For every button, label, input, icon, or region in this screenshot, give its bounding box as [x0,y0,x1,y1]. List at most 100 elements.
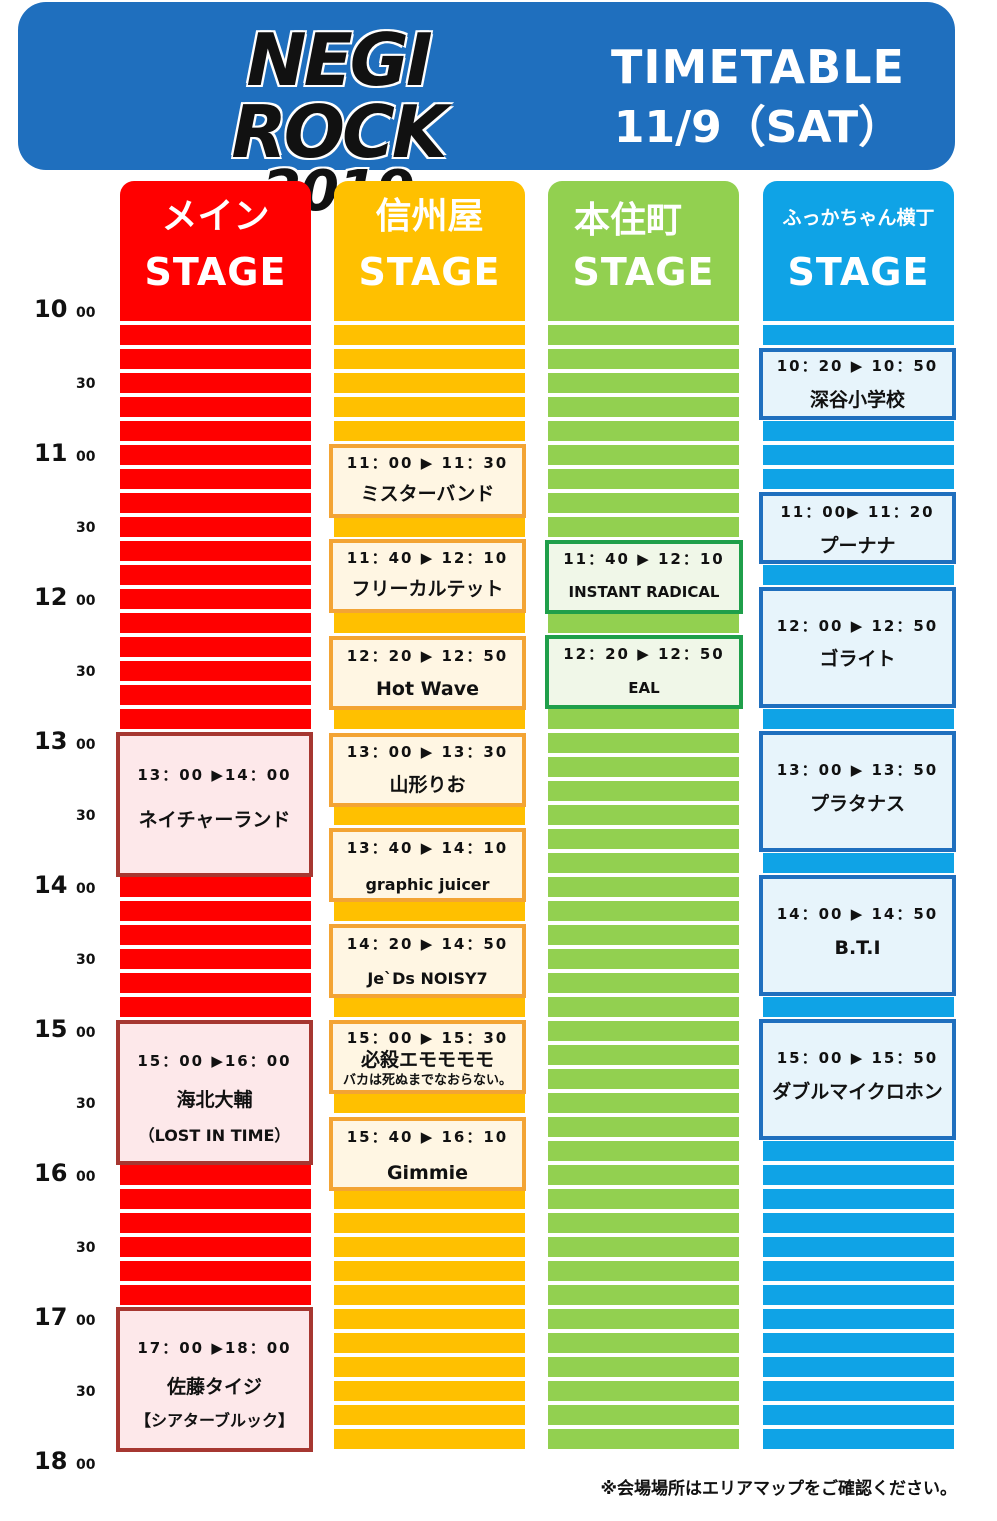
time-label-hour: 15 [34,1015,68,1043]
slot-time: 15：00 ▶ 15：30 [346,1029,509,1047]
performance-slot[interactable]: 13：40 ▶ 14：10 graphic juicer [329,828,526,902]
stage-body-main [120,301,311,1453]
event-date: 11/9（SAT） [613,102,903,153]
time-label-minute: 30 [76,808,96,824]
stage-column-motosumicho: 本住町 STAGE [548,181,739,1453]
slot-time: 10：20 ▶ 10：50 [776,357,939,375]
time-label-hour: 16 [34,1159,68,1187]
slot-artist: EAL [628,679,660,697]
slot-artist: プーナナ [819,535,896,557]
time-label-minute: 00 [76,1457,96,1473]
slot-artist: 必殺エモモモモ [360,1049,494,1071]
performance-slot[interactable]: 17：00 ▶18：00 佐藤タイジ 【シアターブルック】 [116,1307,313,1452]
time-label-minute: 30 [76,1096,96,1112]
stage-header-motosumicho: 本住町 STAGE [548,181,739,301]
slot-time: 13：40 ▶ 14：10 [346,839,509,857]
slot-artist: フリーカルテット [351,578,504,600]
performance-slot[interactable]: 13：00 ▶ 13：50 プラタナス [759,731,956,852]
slot-subtitle: 【シアターブルック】 [134,1411,295,1430]
time-label-hour: 12 [34,583,68,611]
performance-slot[interactable]: 11：40 ▶ 12：10 フリーカルテット [329,539,526,613]
time-label-minute: 00 [76,737,96,753]
stage-name: メイン [161,196,270,237]
time-label-hour: 11 [34,439,68,467]
performance-slot[interactable]: 12：20 ▶ 12：50 Hot Wave [329,636,526,710]
time-label-minute: 30 [76,376,96,392]
time-label-minute: 30 [76,664,96,680]
slot-subtitle: バカは死ぬまでなおらない。 [342,1073,512,1088]
slot-artist: 佐藤タイジ [166,1376,262,1398]
slot-time: 12：00 ▶ 12：50 [776,617,939,635]
slot-artist: プラタナス [809,793,905,815]
slot-subtitle: （LOST IN TIME） [138,1126,291,1145]
time-label-minute: 00 [76,1025,96,1041]
slot-artist: ダブルマイクロホン [772,1081,943,1103]
stage-label: STAGE [358,250,501,294]
performance-slot[interactable]: 13：00 ▶14：00 ネイチャーランド [116,732,313,877]
performance-slot[interactable]: 11：40 ▶ 12：10 INSTANT RADICAL [545,540,743,614]
slot-artist: ネイチャーランド [138,809,291,831]
logo-line-1: NEGI ROCK [231,18,447,174]
slot-artist: INSTANT RADICAL [568,583,720,601]
time-label-minute: 00 [76,881,96,897]
slot-artist: Gimmie [386,1162,469,1184]
stage-column-shinshuya: 信州屋 STAGE [334,181,525,1453]
footnote: ※会場場所はエリアマップをご確認ください。 [600,1479,957,1499]
slot-artist: graphic juicer [365,875,490,894]
time-label-minute: 00 [76,1169,96,1185]
performance-slot[interactable]: 12：00 ▶ 12：50 ゴライト [759,587,956,708]
stage-header-fukkachan: ふっかちゃん横丁 STAGE [763,181,954,301]
slot-time: 15：00 ▶ 15：50 [776,1049,939,1067]
stage-header-shinshuya: 信州屋 STAGE [334,181,525,301]
time-label-hour: 14 [34,871,68,899]
performance-slot[interactable]: 15：00 ▶ 15：30 必殺エモモモモ バカは死ぬまでなおらない。 [329,1020,526,1094]
performance-slot[interactable]: 14：20 ▶ 14：50 Je`Ds NOISY7 [329,924,526,998]
stage-header-main: メイン STAGE [120,181,311,301]
performance-slot[interactable]: 11：00▶ 11：20 プーナナ [759,492,956,564]
time-label-hour: 13 [34,727,68,755]
performance-slot[interactable]: 12：20 ▶ 12：50 EAL [545,635,743,709]
slot-time: 15：40 ▶ 16：10 [346,1128,509,1146]
slot-artist: ゴライト [819,648,896,670]
performance-slot[interactable]: 11：00 ▶ 11：30 ミスターバンド [329,444,526,518]
slot-time: 12：20 ▶ 12：50 [563,645,725,663]
slot-time: 17：00 ▶18：00 [137,1339,292,1357]
stage-body-motosumicho [548,301,739,1453]
performance-slot[interactable]: 10：20 ▶ 10：50 深谷小学校 [759,348,956,420]
stage-name: 信州屋 [375,196,484,237]
time-label-minute: 00 [76,1313,96,1329]
performance-slot[interactable]: 15：40 ▶ 16：10 Gimmie [329,1117,526,1191]
header-banner: NEGI ROCK 2019 TIMETABLE 11/9（SAT） [18,2,955,220]
timetable-title: TIMETABLE [611,40,905,94]
time-label-minute: 30 [76,1240,96,1256]
slot-artist: 深谷小学校 [809,389,905,411]
stage-column-main: メイン STAGE [120,181,311,1453]
time-label-minute: 00 [76,305,96,321]
slot-time: 13：00 ▶ 13：30 [346,743,509,761]
slot-time: 13：00 ▶14：00 [137,766,292,784]
slot-time: 11：00 ▶ 11：30 [346,454,509,472]
performance-slot[interactable]: 13：00 ▶ 13：30 山形りお [329,733,526,807]
performance-slot[interactable]: 14：00 ▶ 14：50 B.T.I [759,875,956,996]
performance-slot[interactable]: 15：00 ▶ 15：50 ダブルマイクロホン [759,1019,956,1140]
time-label-hour: 10 [34,295,68,323]
stage-name: 本住町 [574,200,683,241]
slot-time: 14：20 ▶ 14：50 [346,935,509,953]
slot-time: 14：00 ▶ 14：50 [776,905,939,923]
time-label-hour: 17 [34,1303,68,1331]
slot-artist: 海北大輔 [176,1089,253,1111]
stage-label: STAGE [144,250,287,294]
performance-slot[interactable]: 15：00 ▶16：00 海北大輔 （LOST IN TIME） [116,1020,313,1165]
time-label-minute: 30 [76,952,96,968]
stage-label: STAGE [787,250,930,294]
slot-time: 13：00 ▶ 13：50 [776,761,939,779]
slot-artist: B.T.I [834,937,881,959]
slot-time: 11：40 ▶ 12：10 [563,550,725,568]
slot-time: 15：00 ▶16：00 [137,1052,292,1070]
time-label-minute: 30 [76,1384,96,1400]
time-label-minute: 00 [76,593,96,609]
stage-name: ふっかちゃん横丁 [782,207,935,229]
time-label-hour: 18 [34,1447,68,1475]
slot-artist: 山形りお [389,774,466,796]
slot-time: 11：40 ▶ 12：10 [346,549,509,567]
